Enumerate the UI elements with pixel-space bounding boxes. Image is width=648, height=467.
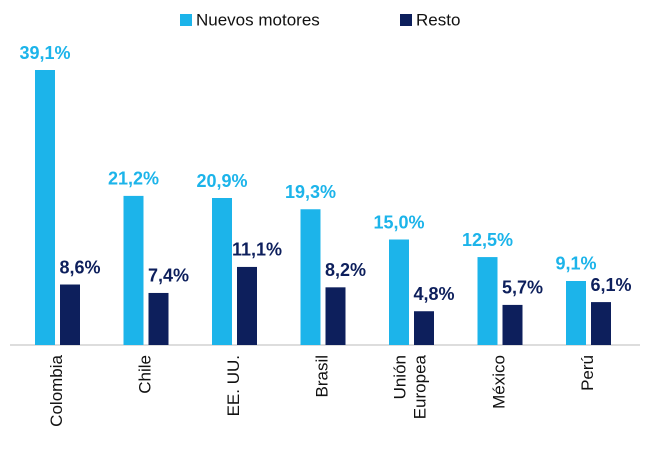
legend-swatch	[400, 14, 412, 26]
bar	[389, 239, 409, 345]
x-tick-label: Brasil	[312, 355, 331, 398]
bar	[60, 284, 80, 345]
value-label: 4,8%	[413, 284, 454, 304]
value-label: 8,2%	[325, 260, 366, 280]
x-tick-label: EE. UU.	[224, 355, 243, 416]
value-label: 9,1%	[555, 254, 596, 274]
bar	[237, 266, 257, 345]
value-label: 8,6%	[59, 257, 100, 277]
bar	[212, 198, 232, 345]
x-tick-label: UniónEuropea	[391, 354, 430, 419]
legend-label: Nuevos motores	[196, 10, 320, 29]
bar	[591, 302, 611, 345]
bar	[502, 304, 523, 345]
x-tick-label: Colombia	[47, 354, 66, 426]
value-label: 12,5%	[462, 230, 513, 250]
bar	[35, 70, 55, 345]
bar	[566, 280, 586, 345]
bar	[123, 195, 144, 345]
legend-label: Resto	[416, 10, 460, 29]
bar	[325, 287, 346, 345]
value-label: 15,0%	[373, 212, 424, 232]
x-tick-label: Perú	[578, 355, 597, 391]
value-label: 5,7%	[502, 278, 543, 298]
x-tick-label: México	[489, 355, 508, 409]
bar	[477, 257, 498, 345]
value-label: 21,2%	[108, 169, 159, 189]
value-label: 20,9%	[196, 171, 247, 191]
bar	[414, 311, 434, 345]
bar	[148, 292, 169, 345]
x-tick-label: Chile	[135, 355, 154, 394]
value-label: 19,3%	[285, 182, 336, 202]
legend-swatch	[180, 14, 192, 26]
value-label: 39,1%	[19, 43, 70, 63]
value-label: 11,1%	[232, 240, 282, 260]
value-label: 7,4%	[148, 266, 189, 286]
bar	[300, 209, 321, 345]
value-label: 6,1%	[590, 275, 631, 295]
